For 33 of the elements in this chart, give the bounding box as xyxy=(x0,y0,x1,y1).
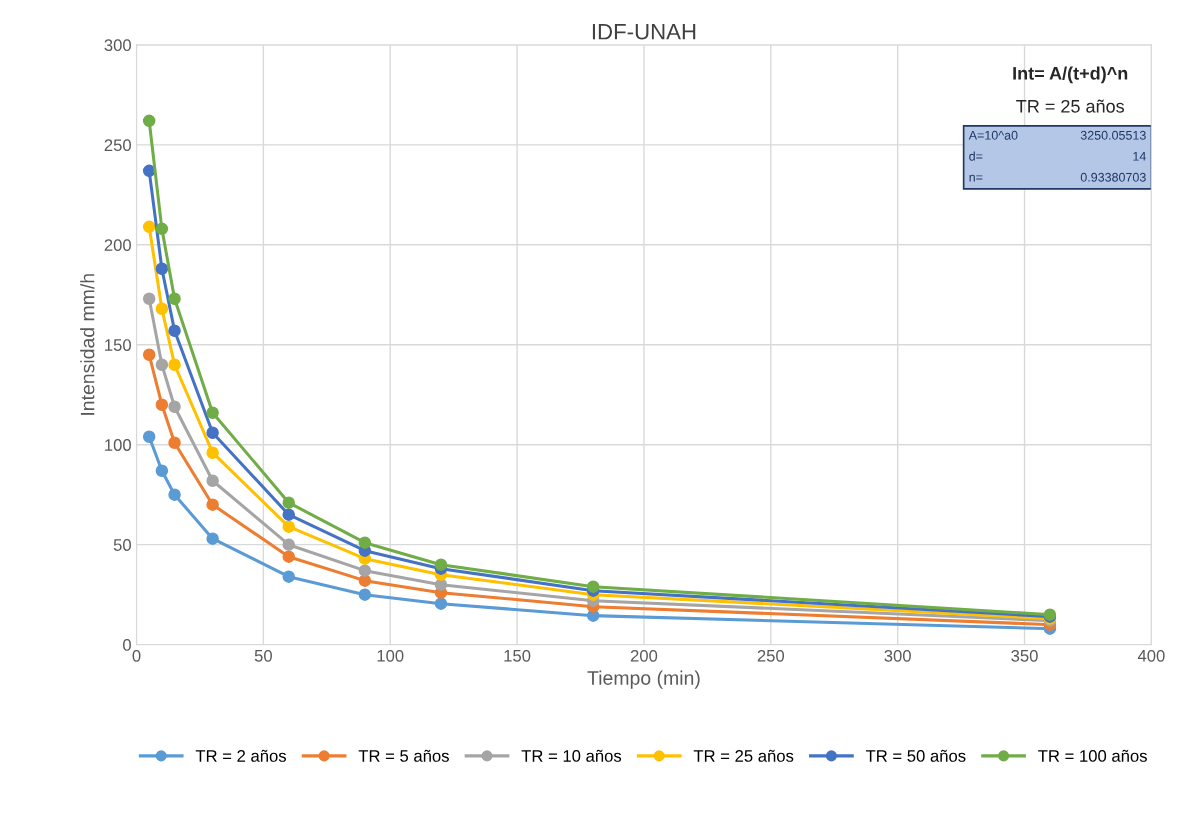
legend-label: TR = 2 años xyxy=(195,749,287,762)
x-tick-label: 350 xyxy=(1011,649,1038,662)
x-tick-label: 200 xyxy=(630,649,658,662)
x-tick-label: 250 xyxy=(757,649,785,662)
y-tick-label: 300 xyxy=(104,39,131,52)
x-tick-label: 400 xyxy=(1137,649,1165,662)
legend-label: TR = 5 años xyxy=(358,749,449,762)
annotation: 3250.05513 xyxy=(1080,130,1146,140)
chart-title: IDF-UNAH xyxy=(592,24,696,40)
x-tick-label: 300 xyxy=(884,649,911,662)
annotation: 14 xyxy=(1133,151,1146,161)
annotation: n= xyxy=(969,174,983,182)
x-axis-title: Tiempo (min) xyxy=(587,670,700,689)
x-tick-label: 50 xyxy=(254,649,272,662)
y-tick-label: 50 xyxy=(113,539,131,551)
y-tick-label: 200 xyxy=(104,239,131,251)
annotation: TR = 25 años xyxy=(1016,99,1124,113)
x-tick-label: 0 xyxy=(132,649,141,662)
legend-label: TR = 100 años xyxy=(1038,749,1147,762)
y-tick-label: 250 xyxy=(104,139,131,152)
y-tick-label: 100 xyxy=(105,439,131,451)
x-tick-label: 100 xyxy=(377,649,404,662)
legend-label: TR = 25 años xyxy=(693,749,794,762)
annotation: d= xyxy=(969,151,983,161)
y-tick-label: 0 xyxy=(123,639,131,651)
legend-label: TR = 10 años xyxy=(521,749,622,762)
legend-label: TR = 50 años xyxy=(865,749,966,762)
y-tick-label: 150 xyxy=(105,339,131,351)
annotation: Int= A/(t+d)^n xyxy=(1013,66,1128,84)
y-axis-title: Intensidad mm/h xyxy=(80,274,95,415)
annotation: 0.93380703 xyxy=(1080,172,1146,182)
x-tick-label: 150 xyxy=(504,649,531,662)
annotation: A=10^a0 xyxy=(968,130,1018,140)
